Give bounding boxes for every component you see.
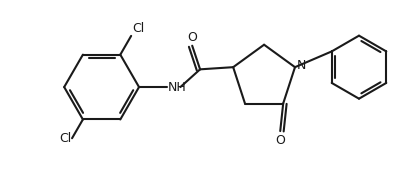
Text: Cl: Cl [132, 22, 144, 35]
Text: O: O [187, 31, 197, 44]
Text: Cl: Cl [58, 132, 71, 145]
Text: N: N [296, 59, 306, 72]
Text: NH: NH [167, 81, 186, 94]
Text: O: O [274, 134, 285, 147]
